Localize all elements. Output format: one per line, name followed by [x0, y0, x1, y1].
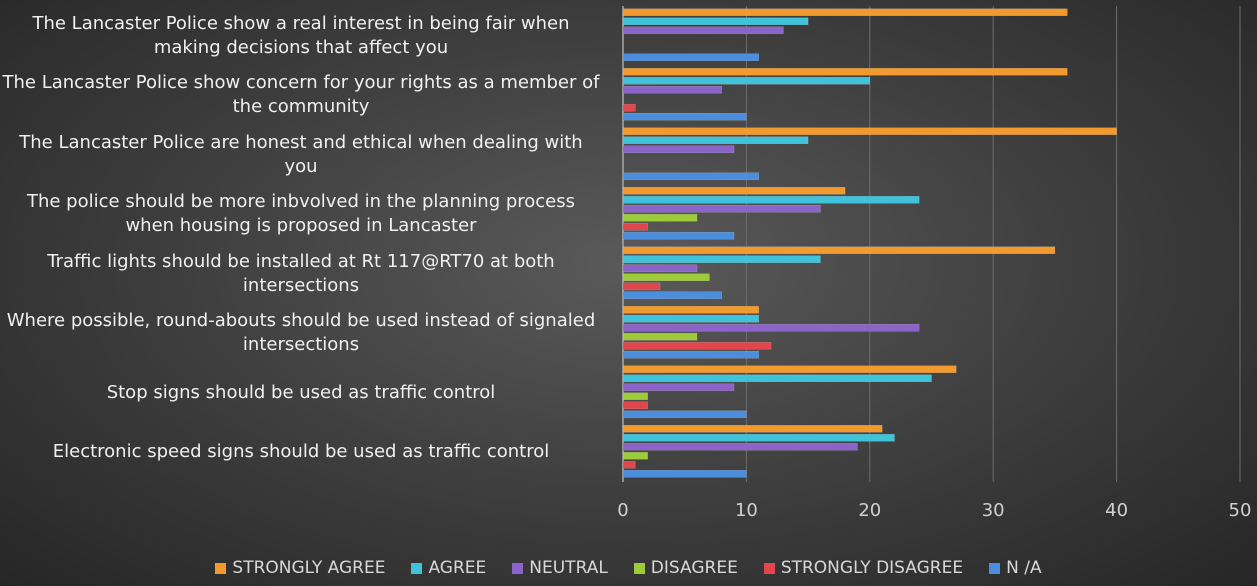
bar — [622, 461, 636, 469]
bar — [622, 86, 722, 94]
bar — [622, 383, 735, 391]
legend-item: DISAGREE — [633, 558, 738, 578]
legend: STRONGLY AGREE AGREE NEUTRAL DISAGREE STRONG… — [0, 558, 1257, 578]
bar — [622, 434, 895, 442]
category-label: The police should be more inbvolved in t… — [26, 191, 576, 237]
legend-item: STRONGLY DISAGREE — [763, 558, 964, 578]
bar — [622, 205, 821, 213]
legend-swatch — [512, 562, 524, 574]
x-tick-label: 50 — [1229, 500, 1252, 521]
legend-label: DISAGREE — [650, 558, 738, 578]
bar — [622, 342, 772, 350]
legend-item: AGREE — [411, 558, 486, 578]
bar — [622, 77, 871, 85]
bar — [622, 425, 883, 433]
legend-swatch — [763, 562, 775, 574]
bar — [622, 443, 858, 451]
bar — [622, 53, 759, 61]
legend-label: AGREE — [428, 558, 487, 578]
bar — [622, 113, 747, 121]
bar — [622, 333, 698, 341]
bar — [622, 401, 648, 409]
category-label: Where possible, round-abouts should be u… — [6, 310, 596, 356]
bar — [622, 264, 698, 272]
category-label: Traffic lights should be installed at Rt… — [47, 250, 555, 296]
bar — [622, 306, 759, 314]
bar — [622, 145, 735, 153]
legend-label: STRONGLY DISAGREE — [780, 558, 964, 578]
bar — [622, 68, 1068, 76]
bar — [622, 273, 710, 281]
bar — [622, 315, 759, 323]
legend-swatch — [633, 562, 645, 574]
bar — [622, 410, 747, 418]
bar — [622, 282, 661, 290]
legend-item: NEUTRAL — [512, 558, 608, 578]
bar — [622, 17, 809, 25]
category-label: The Lancaster Police show a real interes… — [32, 12, 570, 58]
legend-label: N /A — [1006, 558, 1042, 578]
bar — [622, 26, 784, 34]
x-tick-label: 20 — [858, 500, 881, 521]
bar — [622, 232, 735, 240]
bar — [622, 392, 648, 400]
legend-label: NEUTRAL — [529, 558, 608, 578]
bar — [622, 187, 846, 195]
x-tick-label: 40 — [1105, 500, 1128, 521]
legend-swatch — [215, 562, 227, 574]
bar — [622, 104, 636, 112]
category-label: Electronic speed signs should be used as… — [52, 441, 550, 463]
category-label: The Lancaster Police show concern for yo… — [2, 72, 600, 118]
bar — [622, 223, 648, 231]
bar — [622, 136, 809, 144]
bar — [622, 374, 932, 382]
legend-item: STRONGLY AGREE — [215, 558, 385, 578]
bar — [622, 452, 648, 460]
x-tick-label: 30 — [982, 500, 1005, 521]
bar — [622, 291, 722, 299]
bar — [622, 324, 920, 332]
bar — [622, 255, 821, 263]
x-tick-label: 10 — [735, 500, 758, 521]
bar — [622, 172, 759, 180]
bar — [622, 470, 747, 478]
category-label: Stop signs should be used as traffic con… — [106, 381, 496, 403]
legend-item: N /A — [989, 558, 1042, 578]
x-tick-label: 0 — [617, 500, 628, 521]
bar — [622, 214, 698, 222]
legend-swatch — [411, 562, 423, 574]
bar — [622, 196, 920, 204]
bar — [622, 365, 957, 373]
bar — [622, 127, 1117, 135]
legend-swatch — [989, 562, 1001, 574]
category-label: The Lancaster Police are honest and ethi… — [19, 131, 583, 177]
bar — [622, 246, 1056, 254]
legend-label: STRONGLY AGREE — [232, 558, 386, 578]
bar — [622, 351, 759, 359]
bar — [622, 8, 1068, 16]
